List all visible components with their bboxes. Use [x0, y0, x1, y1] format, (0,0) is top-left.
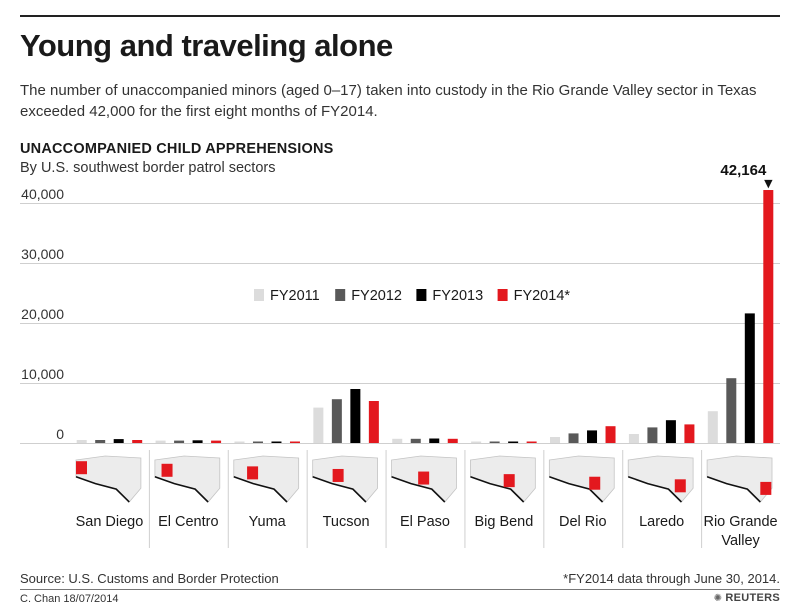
bar: [211, 440, 222, 443]
legend-swatch: [254, 289, 264, 301]
x-tick-label: Tucson: [323, 514, 370, 530]
y-tick-label: 10,000: [21, 366, 64, 382]
bar: [447, 438, 458, 443]
x-tick-label: Yuma: [249, 514, 287, 530]
bar: [113, 439, 124, 443]
bar: [587, 430, 598, 443]
y-tick-label: 20,000: [21, 306, 64, 322]
sector-map-icon: [312, 455, 378, 503]
bar: [684, 424, 695, 443]
sector-map-icon: [154, 455, 221, 503]
chart-title: UNACCOMPANIED CHILD APPREHENSIONS: [20, 141, 334, 157]
credit-line: C. Chan 18/07/2014: [20, 593, 119, 605]
bar: [605, 426, 616, 443]
sector-map-icon: [391, 455, 457, 503]
x-tick-label: Laredo: [639, 514, 684, 530]
bar: [234, 441, 245, 443]
sector-map-icon: [548, 455, 615, 503]
bar: [313, 407, 324, 443]
page-subtitle: The number of unaccompanied minors (aged…: [20, 82, 757, 120]
x-tick-label: San Diego: [76, 514, 144, 530]
peak-marker-icon: ▼: [764, 177, 773, 190]
x-tick-label: Rio Grande Valley: [703, 514, 777, 549]
bar: [707, 411, 718, 443]
bar: [508, 441, 519, 443]
bar: [429, 438, 440, 443]
bar: [331, 399, 342, 443]
bar: [95, 440, 106, 443]
bar: [350, 389, 361, 443]
bar: [763, 190, 774, 443]
x-tick-label: Del Rio: [559, 514, 607, 530]
legend-label: FY2013: [432, 288, 483, 304]
bar: [76, 440, 87, 443]
bar: [192, 440, 203, 443]
bar: [252, 441, 263, 443]
sector-map-icon: [706, 455, 773, 503]
x-tick-label: Big Bend: [474, 514, 533, 530]
brand-logo: ✺ REUTERS: [714, 592, 780, 604]
y-tick-label: 30,000: [21, 246, 64, 262]
bar: [132, 440, 143, 443]
bar: [665, 420, 676, 443]
footnote: *FY2014 data through June 30, 2014.: [563, 571, 780, 586]
legend-label: FY2014*: [514, 288, 571, 304]
legend-swatch: [497, 289, 508, 301]
bar: [392, 438, 403, 443]
legend-swatch: [416, 289, 427, 301]
bar: [410, 438, 421, 443]
bar: [744, 313, 755, 443]
bar: [289, 441, 300, 443]
bar: [471, 441, 482, 443]
legend-swatch: [335, 289, 346, 301]
sector-map-icon: [470, 455, 536, 503]
source-note: Source: U.S. Customs and Border Protecti…: [20, 571, 279, 586]
bottom-rule: [20, 589, 780, 590]
y-tick-label: 0: [56, 426, 64, 442]
bar: [628, 434, 639, 443]
sector-map-icon: [233, 455, 300, 503]
sector-map-icon: [75, 455, 142, 503]
bar: [526, 441, 537, 443]
bar: [271, 441, 282, 443]
y-tick-label: 40,000: [21, 186, 64, 202]
bar: [368, 401, 379, 443]
bar: [489, 441, 500, 443]
bar: [174, 440, 185, 443]
top-rule: [20, 15, 780, 17]
x-tick-label: El Centro: [158, 514, 218, 530]
bar: [550, 437, 561, 443]
reuters-logo-icon: ✺: [713, 593, 723, 604]
sector-map-icon: [627, 455, 694, 503]
x-tick-label: El Paso: [400, 514, 450, 530]
bar: [568, 433, 579, 443]
chart-subtitle: By U.S. southwest border patrol sectors: [20, 160, 276, 176]
legend-label: FY2012: [351, 288, 402, 304]
brand-name: REUTERS: [725, 592, 780, 604]
bar: [726, 378, 737, 443]
legend-label: FY2011: [270, 288, 320, 304]
page-title: Young and traveling alone: [20, 28, 393, 63]
bar: [647, 427, 658, 443]
peak-value-label: 42,164: [720, 162, 767, 179]
bar: [155, 440, 166, 443]
